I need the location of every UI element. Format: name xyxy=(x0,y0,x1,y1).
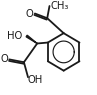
Polygon shape xyxy=(26,35,37,44)
Text: O: O xyxy=(26,9,33,19)
Text: OH: OH xyxy=(27,75,42,85)
Text: HO: HO xyxy=(7,31,23,41)
Text: CH₃: CH₃ xyxy=(51,1,69,11)
Text: O: O xyxy=(0,54,8,64)
